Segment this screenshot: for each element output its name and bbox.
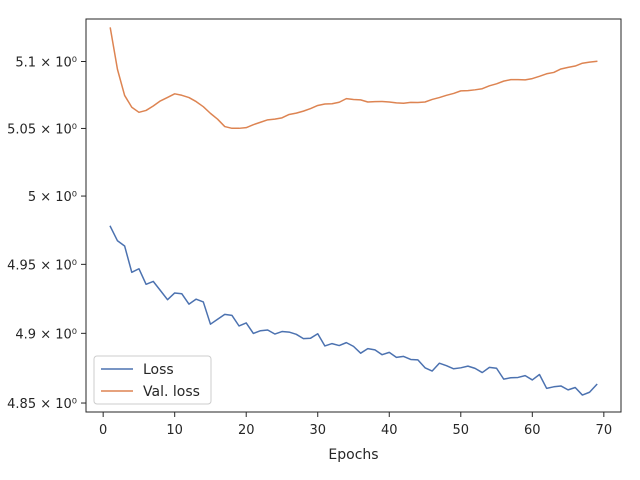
y-tick-label: 4.95 × 10⁰	[7, 258, 77, 273]
x-tick-label: 70	[596, 423, 613, 438]
series-layer	[109, 27, 598, 396]
series-line-loss	[109, 225, 598, 396]
y-tick-label: 5.1 × 10⁰	[15, 56, 77, 71]
plot-area	[86, 19, 621, 412]
x-axis-title: Epochs	[328, 447, 378, 463]
y-tick-label: 5 × 10⁰	[28, 190, 77, 205]
y-tick-label: 4.9 × 10⁰	[15, 327, 77, 342]
legend-label-val-loss: Val. loss	[143, 384, 200, 400]
y-axis: 4.85 × 10⁰ 4.9 × 10⁰ 4.95 × 10⁰ 5 × 10⁰ 5.05…	[7, 56, 86, 412]
series-line-val-loss	[109, 27, 598, 130]
x-axis: 0 10 20 30 40 50 60 70	[99, 412, 612, 438]
x-tick-label: 50	[453, 423, 470, 438]
y-tick-label: 4.85 × 10⁰	[7, 397, 77, 412]
legend-frame	[93, 355, 212, 405]
x-tick-label: 40	[381, 423, 398, 438]
plot-frame	[85, 18, 622, 413]
x-tick-label: 10	[166, 423, 183, 438]
x-tick-label: 30	[309, 423, 326, 438]
legend-label-loss: Loss	[143, 362, 174, 378]
legend: Loss Val. loss	[93, 355, 212, 405]
y-tick-label: 5.05 × 10⁰	[7, 122, 77, 137]
x-tick-label: 20	[238, 423, 255, 438]
x-tick-label: 60	[524, 423, 541, 438]
x-tick-label: 0	[99, 423, 107, 438]
